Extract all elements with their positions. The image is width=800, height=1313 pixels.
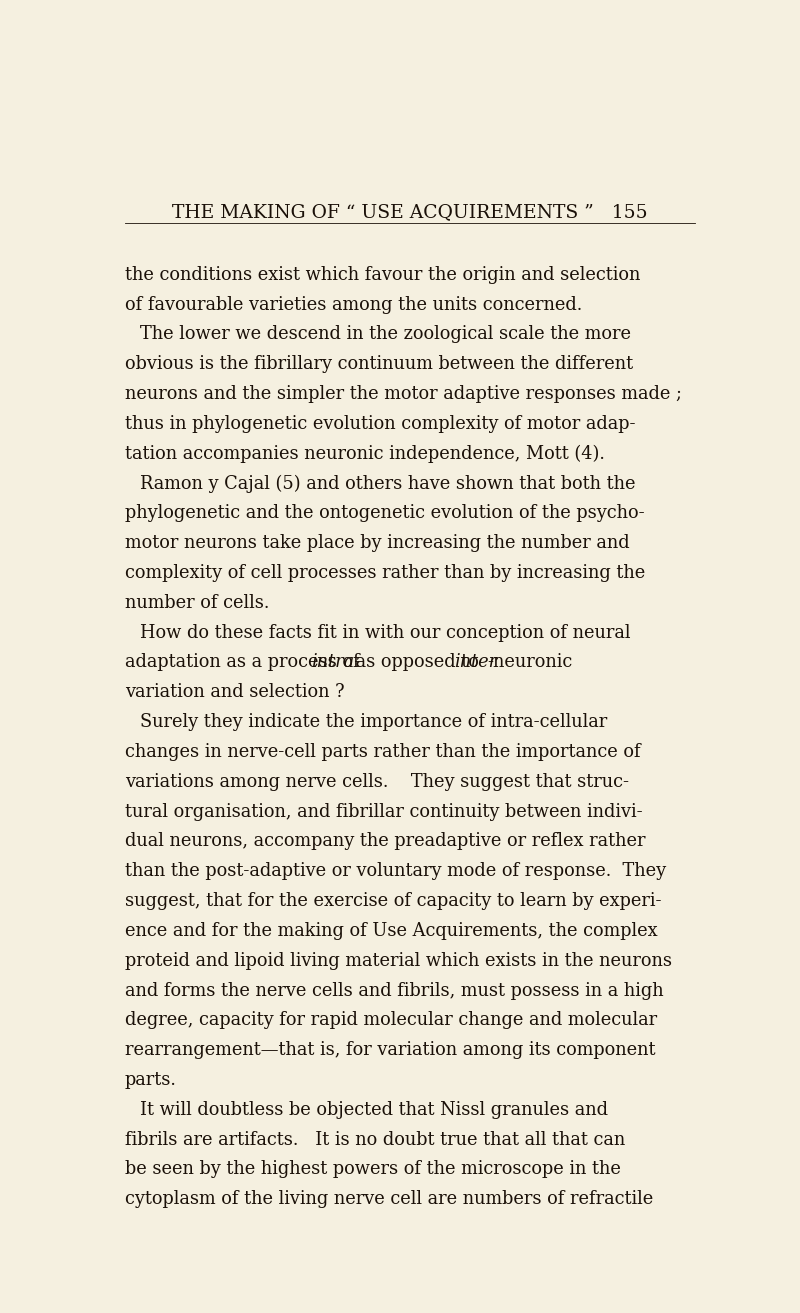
Text: rearrangement—that is, for variation among its component: rearrangement—that is, for variation amo…	[125, 1041, 655, 1060]
Text: inter: inter	[454, 654, 497, 671]
Text: thus in phylogenetic evolution complexity of motor adap-: thus in phylogenetic evolution complexit…	[125, 415, 635, 433]
Text: Surely they indicate the importance of intra-cellular: Surely they indicate the importance of i…	[140, 713, 607, 731]
Text: of favourable varieties among the units concerned.: of favourable varieties among the units …	[125, 295, 582, 314]
Text: obvious is the fibrillary continuum between the different: obvious is the fibrillary continuum betw…	[125, 356, 633, 373]
Text: tation accompanies neuronic independence, Mott (4).: tation accompanies neuronic independence…	[125, 445, 605, 463]
Text: It will doubtless be objected that Nissl granules and: It will doubtless be objected that Nissl…	[140, 1100, 608, 1119]
Text: variations among nerve cells.    They suggest that struc-: variations among nerve cells. They sugge…	[125, 773, 629, 790]
Text: complexity of cell processes rather than by increasing the: complexity of cell processes rather than…	[125, 565, 645, 582]
Text: Ramon y Cajal (5) and others have shown that both the: Ramon y Cajal (5) and others have shown …	[140, 474, 636, 492]
Text: tural organisation, and fibrillar continuity between indivi-: tural organisation, and fibrillar contin…	[125, 802, 642, 821]
Text: be seen by the highest powers of the microscope in the: be seen by the highest powers of the mic…	[125, 1161, 621, 1179]
Text: and forms the nerve cells and fibrils, must possess in a high: and forms the nerve cells and fibrils, m…	[125, 982, 663, 999]
Text: than the post-adaptive or voluntary mode of response.  They: than the post-adaptive or voluntary mode…	[125, 863, 666, 880]
Text: cytoplasm of the living nerve cell are numbers of refractile: cytoplasm of the living nerve cell are n…	[125, 1191, 653, 1208]
Text: How do these facts fit in with our conception of neural: How do these facts fit in with our conce…	[140, 624, 630, 642]
Text: variation and selection ?: variation and selection ?	[125, 683, 345, 701]
Text: suggest, that for the exercise of capacity to learn by experi-: suggest, that for the exercise of capaci…	[125, 892, 662, 910]
Text: adaptation as a process of: adaptation as a process of	[125, 654, 365, 671]
Text: proteid and lipoid living material which exists in the neurons: proteid and lipoid living material which…	[125, 952, 672, 970]
Text: motor neurons take place by increasing the number and: motor neurons take place by increasing t…	[125, 534, 630, 553]
Text: as opposed to: as opposed to	[350, 654, 485, 671]
Text: ence and for the making of Use Acquirements, the complex: ence and for the making of Use Acquireme…	[125, 922, 658, 940]
Text: neurons and the simpler the motor adaptive responses made ;: neurons and the simpler the motor adapti…	[125, 385, 682, 403]
Text: the conditions exist which favour the origin and selection: the conditions exist which favour the or…	[125, 265, 640, 284]
Text: -neuronic: -neuronic	[487, 654, 572, 671]
Text: The lower we descend in the zoological scale the more: The lower we descend in the zoological s…	[140, 326, 631, 344]
Text: number of cells.: number of cells.	[125, 593, 269, 612]
Text: fibrils are artifacts.   It is no doubt true that all that can: fibrils are artifacts. It is no doubt tr…	[125, 1130, 625, 1149]
Text: phylogenetic and the ontogenetic evolution of the psycho-: phylogenetic and the ontogenetic evoluti…	[125, 504, 645, 523]
Text: THE MAKING OF “ USE ACQUIREMENTS ”   155: THE MAKING OF “ USE ACQUIREMENTS ” 155	[172, 204, 648, 221]
Text: degree, capacity for rapid molecular change and molecular: degree, capacity for rapid molecular cha…	[125, 1011, 657, 1029]
Text: dual neurons, accompany the preadaptive or reflex rather: dual neurons, accompany the preadaptive …	[125, 832, 646, 851]
Text: intra-: intra-	[310, 654, 360, 671]
Text: changes in nerve-cell parts rather than the importance of: changes in nerve-cell parts rather than …	[125, 743, 641, 762]
Text: parts.: parts.	[125, 1071, 177, 1088]
